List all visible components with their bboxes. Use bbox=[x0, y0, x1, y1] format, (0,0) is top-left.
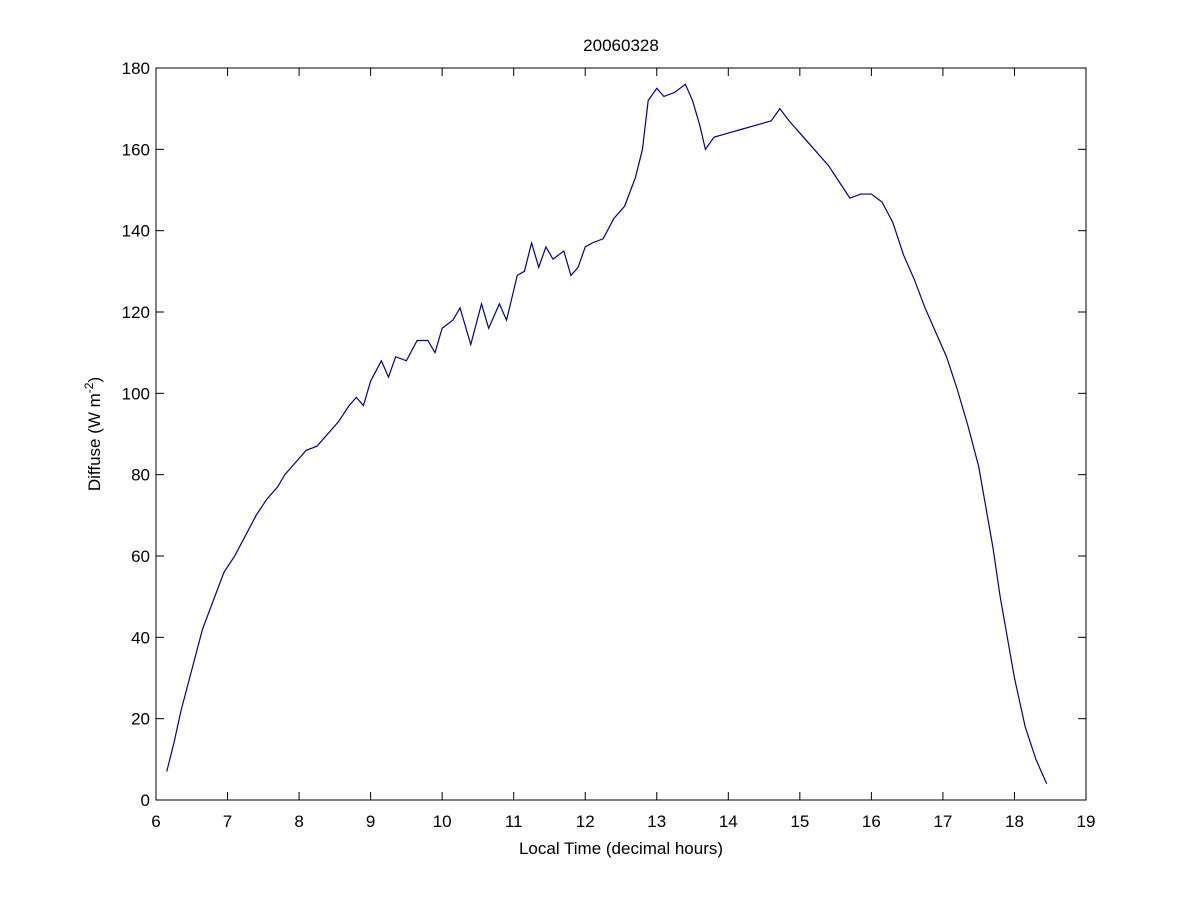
x-tick-label: 8 bbox=[294, 812, 303, 831]
x-tick-label: 11 bbox=[505, 812, 523, 831]
x-tick-label: 10 bbox=[433, 812, 452, 831]
x-axis-label: Local Time (decimal hours) bbox=[519, 839, 723, 858]
y-tick-label: 100 bbox=[122, 384, 150, 403]
plot-frame bbox=[155, 67, 1087, 801]
x-tick-label: 15 bbox=[790, 812, 809, 831]
y-tick-label: 180 bbox=[122, 59, 150, 78]
y-tick-label: 120 bbox=[122, 303, 150, 322]
x-tick-label: 13 bbox=[647, 812, 666, 831]
x-tick-label: 16 bbox=[862, 812, 881, 831]
y-tick-label: 20 bbox=[131, 710, 150, 729]
y-label-end: ) bbox=[85, 377, 104, 383]
y-tick-label: 40 bbox=[131, 628, 150, 647]
x-tick-label: 17 bbox=[933, 812, 952, 831]
y-tick-label: 80 bbox=[131, 466, 150, 485]
y-tick-label: 140 bbox=[122, 222, 150, 241]
y-tick-label: 60 bbox=[131, 547, 150, 566]
x-tick-label: 7 bbox=[223, 812, 232, 831]
x-tick-label: 14 bbox=[719, 812, 738, 831]
y-tick-label: 160 bbox=[122, 140, 150, 159]
data-line bbox=[166, 83, 1048, 784]
y-label-sup: -2 bbox=[82, 382, 96, 393]
x-tick-label: 9 bbox=[366, 812, 375, 831]
x-tick-label: 12 bbox=[576, 812, 595, 831]
x-tick-label: 18 bbox=[1005, 812, 1024, 831]
y-tick-label: 0 bbox=[141, 791, 150, 810]
chart-title: 20060328 bbox=[583, 36, 659, 55]
x-tick-label: 6 bbox=[151, 812, 160, 831]
y-axis-label: Diffuse (W m-2) bbox=[82, 377, 104, 491]
x-tick-label: 19 bbox=[1077, 812, 1096, 831]
y-label-text: Diffuse (W m bbox=[85, 393, 104, 491]
